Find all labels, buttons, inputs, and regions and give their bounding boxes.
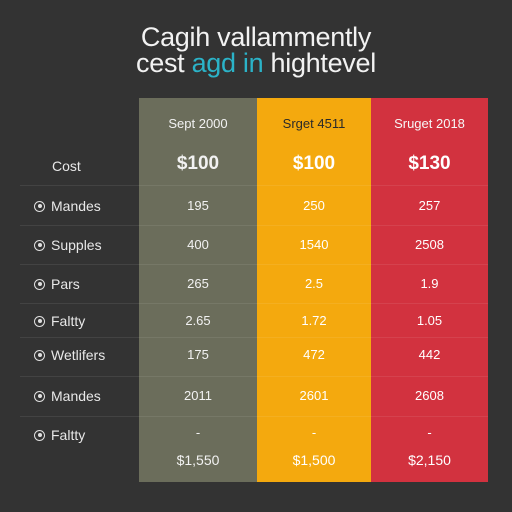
row-divider [20,416,488,417]
row-divider [20,264,488,265]
table-cell: 250 [303,198,325,213]
row-divider [20,376,488,377]
option-circle-icon [34,349,45,361]
row-label-text: Mandes [51,198,101,214]
table-cell: 2601 [299,388,329,403]
table-cell: 1.72 [301,313,327,328]
total-cell: $1,550 [176,452,220,468]
page-subtitle: cest agd in hightevel [0,48,512,78]
option-circle-icon [34,200,45,212]
table-cell: 2508 [415,237,444,252]
option-circle-icon [34,390,45,402]
column-2-background [257,98,371,482]
table-cell: - [427,425,432,440]
table-cell: 442 [418,347,441,362]
table-cell: - [311,425,317,440]
row-divider [20,303,488,304]
subtitle-accent: agd in [191,48,264,78]
table-cell: 2011 [184,388,212,403]
cost-cell: $130 [408,153,451,174]
table-cell: 195 [187,198,209,213]
row-label: Pars [34,274,80,294]
option-circle-icon [34,239,45,251]
row-label: Mandes [34,196,101,216]
total-cell: $1,500 [292,452,336,468]
subtitle-part-2: hightevel [270,48,377,78]
table-cell: 1.9 [420,276,439,291]
row-label-text: Wetlifers [51,347,106,363]
column-1-background [139,98,257,482]
subtitle-part-1: cest [136,48,185,78]
table-cell: 2.65 [185,313,211,328]
table-cell: - [195,425,201,440]
row-label-text: Mandes [51,388,101,404]
page-title: Cagih vallammently [140,22,372,52]
row-label-text: Pars [51,276,80,292]
option-circle-icon [34,278,45,290]
table-cell: 257 [418,198,441,213]
row-divider [20,225,488,226]
column-3-header: Sruget 2018 [394,116,465,131]
table-cell: 1540 [299,237,329,252]
column-3-background [371,98,488,482]
table-cell: 472 [303,347,325,362]
table-cell: 1.05 [416,313,443,328]
column-1-header: Sept 2000 [168,116,228,131]
table-cell: 265 [187,276,209,291]
cost-cell: $100 [176,153,220,174]
row-label: Wetlifers [34,345,105,365]
table-cell: 2.5 [304,276,324,291]
cost-label: Cost [52,158,81,174]
column-2-header: Srget 4511 [282,116,346,131]
row-label: Faltty [34,425,85,445]
total-cell: $2,150 [408,452,451,468]
row-label: Supples [34,235,102,255]
row-label-text: Faltty [51,427,86,443]
table-cell: 400 [187,237,209,252]
row-label: Mandes [34,386,101,406]
cost-cell: $100 [292,153,336,174]
row-label-text: Supples [51,237,102,253]
table-cell: 2608 [415,388,444,403]
row-label: Faltty [34,311,85,331]
option-circle-icon [34,429,45,441]
row-divider [20,185,488,186]
row-label-text: Faltty [51,313,86,329]
option-circle-icon [34,315,45,327]
row-divider [20,337,488,338]
table-cell: 175 [187,347,209,362]
